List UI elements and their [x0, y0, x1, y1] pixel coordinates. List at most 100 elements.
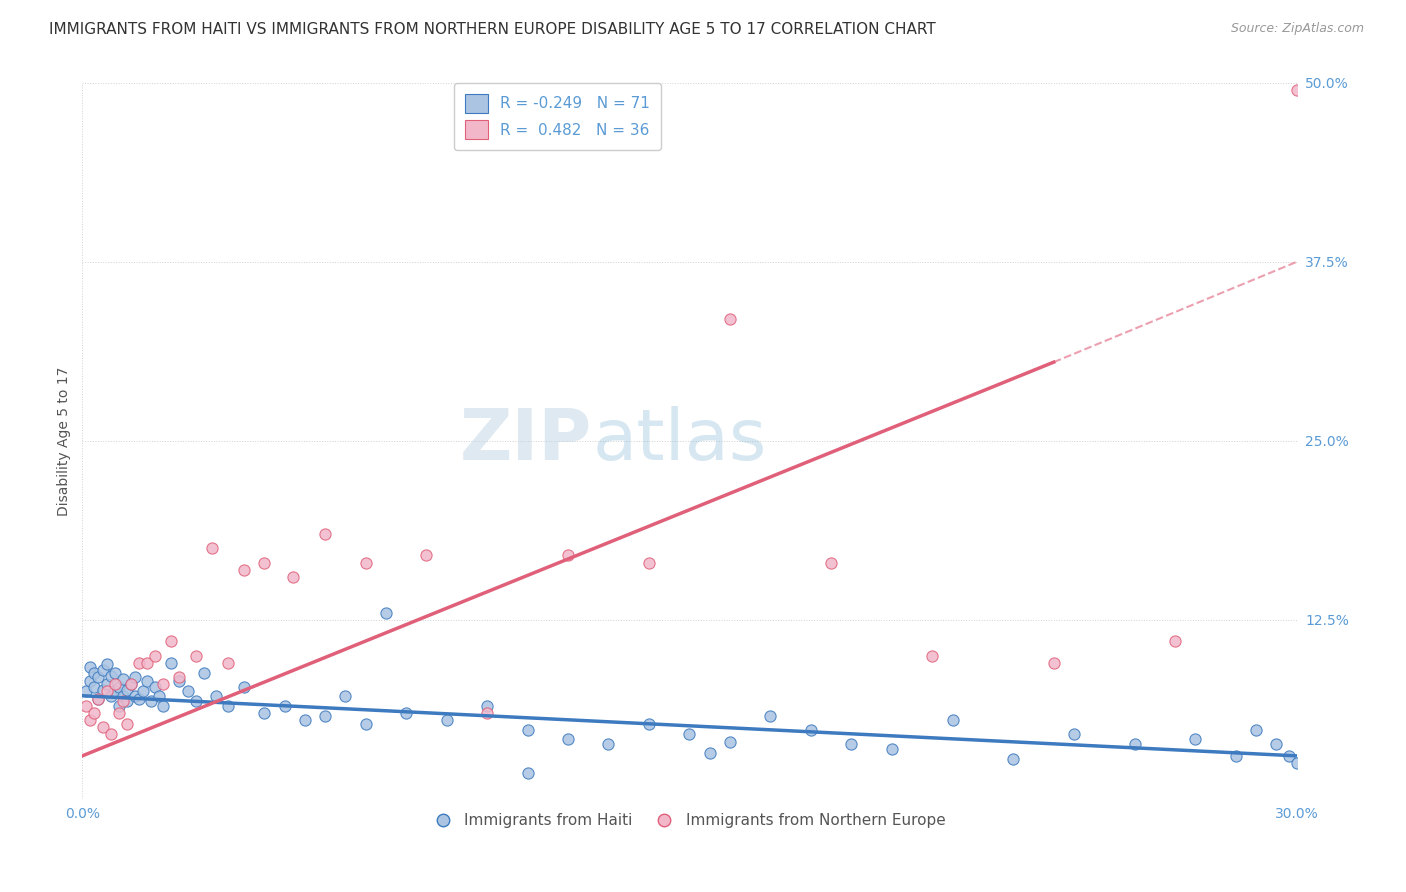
Point: [87, 691, 110, 706]
Point: [111, 694, 134, 708]
Point: [314, 527, 336, 541]
Point: [1285, 83, 1308, 97]
Point: [335, 689, 357, 703]
Point: [1002, 752, 1025, 766]
Point: [217, 698, 239, 713]
Point: [374, 606, 396, 620]
Point: [1265, 738, 1288, 752]
Point: [281, 570, 304, 584]
Point: [233, 680, 256, 694]
Point: [136, 674, 159, 689]
Point: [107, 680, 129, 694]
Point: [415, 549, 437, 563]
Point: [83, 706, 105, 720]
Text: ZIP: ZIP: [460, 407, 592, 475]
Point: [253, 556, 276, 570]
Point: [184, 648, 207, 663]
Point: [273, 698, 295, 713]
Point: [136, 656, 159, 670]
Text: atlas: atlas: [592, 407, 766, 475]
Point: [516, 723, 538, 738]
Point: [100, 689, 122, 703]
Point: [143, 680, 166, 694]
Point: [841, 738, 863, 752]
Point: [516, 766, 538, 780]
Point: [120, 677, 142, 691]
Point: [941, 713, 963, 727]
Point: [1184, 731, 1206, 746]
Point: [436, 713, 458, 727]
Point: [75, 698, 97, 713]
Point: [87, 691, 110, 706]
Point: [638, 717, 661, 731]
Point: [115, 683, 138, 698]
Point: [354, 717, 377, 731]
Point: [115, 717, 138, 731]
Point: [475, 698, 498, 713]
Point: [253, 706, 276, 720]
Point: [314, 708, 336, 723]
Point: [79, 660, 101, 674]
Point: [880, 741, 903, 756]
Point: [75, 684, 97, 698]
Point: [96, 657, 118, 672]
Point: [1123, 738, 1146, 752]
Point: [638, 556, 661, 570]
Point: [294, 713, 316, 727]
Point: [104, 665, 127, 680]
Point: [91, 720, 114, 734]
Point: [184, 694, 207, 708]
Point: [143, 648, 166, 663]
Point: [176, 684, 198, 698]
Point: [111, 689, 134, 703]
Point: [152, 677, 174, 691]
Point: [354, 556, 377, 570]
Point: [557, 549, 579, 563]
Point: [124, 689, 146, 703]
Point: [132, 684, 155, 698]
Point: [800, 723, 823, 738]
Point: [160, 656, 183, 670]
Point: [107, 706, 129, 720]
Point: [1225, 748, 1247, 763]
Legend: Immigrants from Haiti, Immigrants from Northern Europe: Immigrants from Haiti, Immigrants from N…: [427, 807, 952, 834]
Point: [201, 541, 224, 556]
Point: [1042, 656, 1064, 670]
Point: [193, 665, 215, 680]
Point: [79, 674, 101, 689]
Point: [128, 691, 150, 706]
Point: [91, 663, 114, 677]
Point: [395, 706, 418, 720]
Point: [152, 698, 174, 713]
Text: IMMIGRANTS FROM HAITI VS IMMIGRANTS FROM NORTHERN EUROPE DISABILITY AGE 5 TO 17 : IMMIGRANTS FROM HAITI VS IMMIGRANTS FROM…: [49, 22, 936, 37]
Point: [100, 669, 122, 683]
Text: Source: ZipAtlas.com: Source: ZipAtlas.com: [1230, 22, 1364, 36]
Point: [96, 677, 118, 691]
Point: [718, 734, 741, 748]
Point: [120, 677, 142, 691]
Point: [1277, 748, 1299, 763]
Point: [1244, 723, 1267, 738]
Point: [104, 684, 127, 698]
Point: [598, 738, 620, 752]
Point: [104, 677, 127, 691]
Point: [557, 731, 579, 746]
Point: [100, 727, 122, 741]
Point: [79, 713, 101, 727]
Point: [148, 689, 170, 703]
Point: [83, 665, 105, 680]
Point: [111, 672, 134, 686]
Point: [160, 634, 183, 648]
Point: [205, 689, 228, 703]
Point: [699, 746, 721, 760]
Point: [1164, 634, 1187, 648]
Point: [91, 683, 114, 698]
Point: [128, 656, 150, 670]
Point: [169, 670, 191, 684]
Point: [169, 674, 191, 689]
Point: [83, 680, 105, 694]
Point: [678, 727, 700, 741]
Point: [718, 312, 741, 326]
Point: [217, 656, 239, 670]
Point: [96, 684, 118, 698]
